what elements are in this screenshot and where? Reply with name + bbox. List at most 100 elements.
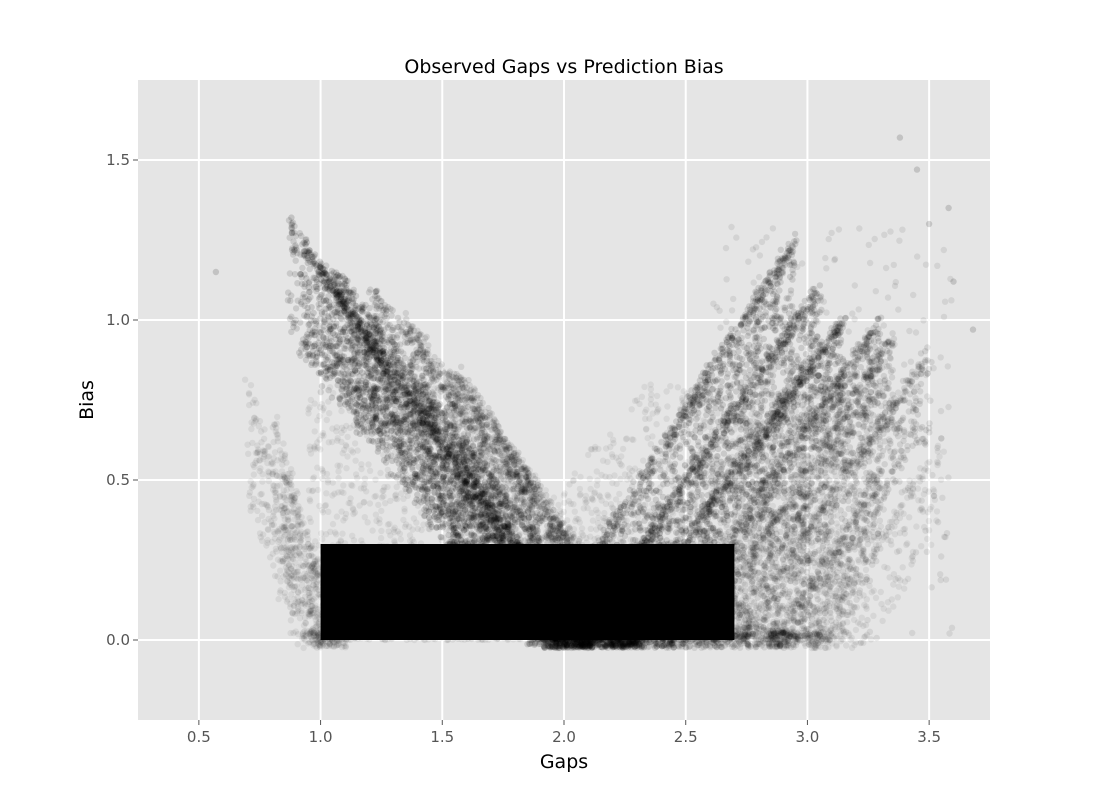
data-point [420,480,428,488]
data-point [522,573,529,581]
data-point [318,370,325,378]
data-point [368,374,375,382]
data-point [551,638,558,645]
data-point [460,492,468,499]
data-point [285,289,292,296]
data-point [311,317,318,325]
data-point [312,320,320,327]
data-point [318,350,326,357]
data-point [358,327,365,334]
data-point [436,431,444,439]
data-point [291,229,298,236]
data-point [324,283,331,290]
data-point [541,644,549,651]
data-point [442,454,450,461]
data-point [383,397,390,404]
data-point [547,605,554,612]
data-point [301,312,308,319]
data-point [328,337,335,345]
data-point [417,483,425,490]
data-point [297,352,304,359]
data-point [341,309,348,316]
data-point [455,533,463,540]
data-point [311,325,319,332]
data-point [480,496,488,503]
data-point [452,453,460,460]
data-point [481,510,489,517]
data-point [473,557,480,565]
data-point [569,634,576,641]
data-point [336,325,344,332]
data-point [321,285,329,292]
data-point [462,478,470,485]
data-point [320,271,327,279]
data-point [320,361,328,368]
grid-lines [138,80,990,720]
data-point [286,234,293,241]
data-point [570,622,577,630]
data-point [553,637,560,644]
data-point [457,488,464,495]
data-point [318,309,326,316]
data-point [422,417,430,424]
data-points [212,134,977,652]
data-point [339,368,346,376]
data-point [409,409,417,416]
data-point [416,420,424,427]
data-point [498,603,506,611]
data-point [525,609,532,616]
data-point [294,280,301,287]
data-point [316,263,323,270]
data-point [500,560,507,568]
data-point [403,460,410,467]
data-point [373,383,380,391]
data-point [506,577,514,584]
data-point [326,298,333,306]
data-point [459,540,466,547]
data-point [320,334,327,341]
data-point [294,297,301,304]
data-point [525,569,532,576]
data-point [362,329,369,336]
data-point [304,249,311,256]
data-point [519,562,526,569]
data-point [370,350,378,357]
data-point [532,627,539,634]
data-point [335,369,342,377]
data-point [497,557,504,564]
data-point [556,617,563,624]
data-point [363,354,371,361]
data-point [431,503,439,510]
data-point [415,474,422,481]
data-point [354,323,361,330]
data-point [337,340,344,347]
data-point [457,476,465,483]
data-point [567,630,574,637]
data-point [391,401,398,408]
data-point [320,297,328,304]
dense-point-mass [320,544,735,640]
data-point [495,547,503,555]
data-point [380,367,388,375]
data-point [475,582,482,589]
data-point [465,486,473,493]
data-point [350,331,358,338]
data-point [304,352,311,359]
data-point [305,280,312,287]
data-point [368,395,375,402]
data-point [468,497,476,504]
data-point [494,530,501,538]
data-point [412,471,420,478]
data-point [313,353,321,360]
data-point [418,374,425,382]
data-point [329,372,336,379]
data-point [321,316,328,323]
data-point [339,392,346,399]
data-point [390,373,397,380]
data-point [345,357,352,364]
data-point [446,478,454,486]
data-point [311,262,318,270]
data-point [421,512,428,520]
data-point [304,308,312,316]
data-point [308,359,316,366]
